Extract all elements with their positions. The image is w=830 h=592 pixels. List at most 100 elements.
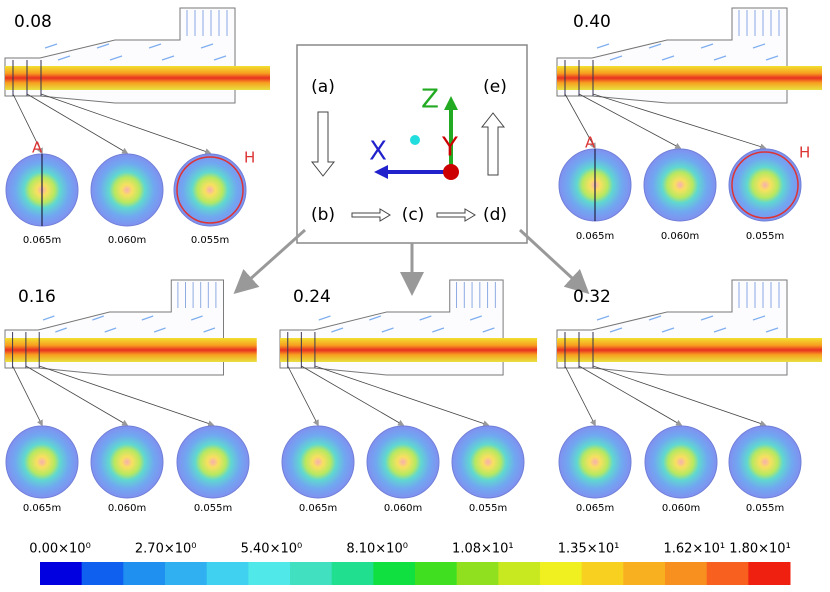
flow-vector	[432, 327, 445, 333]
flow-vector	[381, 327, 394, 333]
jet	[5, 338, 257, 362]
flow-vector	[713, 327, 727, 333]
colorbar-cell	[123, 562, 166, 585]
leader-line	[12, 93, 43, 155]
flow-vector	[318, 315, 331, 321]
panel: 0.16 0.065m 0.060m 0.055m	[4, 279, 257, 514]
step-label: (e)	[483, 77, 507, 97]
jet	[5, 66, 270, 90]
marker-ring	[731, 151, 799, 219]
section-contour	[558, 425, 632, 499]
colorbar-cell	[206, 562, 249, 585]
colorbar-cell	[706, 562, 749, 585]
panel: 0.40 0.065m 0.060m 0.055m A H	[556, 7, 822, 242]
section-label: 0.060m	[662, 503, 700, 514]
colorbar-cell	[290, 562, 333, 585]
flow-vector	[596, 43, 610, 49]
axis-label: X	[369, 137, 387, 167]
colorbar-label: 1.35×10¹	[558, 542, 620, 557]
time-label: 0.32	[573, 287, 611, 307]
flow-vector	[200, 43, 214, 49]
x-arrowhead	[374, 165, 388, 179]
marker-label: A	[585, 134, 596, 152]
colorbar-cell	[623, 562, 666, 585]
leader-line	[578, 365, 683, 426]
flow-vector	[648, 315, 662, 321]
flow-vector	[419, 315, 432, 321]
section-contour	[366, 425, 440, 499]
flow-vector	[203, 327, 216, 333]
flow-vector	[369, 315, 382, 321]
step-label: (b)	[311, 205, 335, 225]
section-label: 0.055m	[191, 235, 229, 246]
jet	[557, 338, 822, 362]
flow-vector	[44, 43, 58, 49]
flow-vector	[148, 43, 162, 49]
flow-vector	[331, 327, 344, 333]
colorbar-cell	[748, 562, 791, 585]
time-label: 0.40	[573, 12, 611, 32]
flow-vector	[469, 315, 482, 321]
origin-dot	[410, 135, 420, 145]
colorbar-label: 1.80×10¹	[729, 542, 791, 557]
colorbar-cell	[540, 562, 583, 585]
step-label: (a)	[311, 77, 335, 97]
up-arrow	[480, 112, 506, 176]
flow-vector	[482, 327, 495, 333]
leader-line	[40, 93, 212, 155]
section-contour	[643, 148, 717, 222]
marker-ring	[176, 156, 244, 224]
axis-label: Y	[441, 133, 458, 163]
axis-label: Z	[421, 85, 439, 115]
section-label: 0.065m	[23, 235, 61, 246]
geometry	[279, 279, 538, 376]
leader-line	[314, 365, 490, 427]
leader-line	[578, 93, 682, 149]
section-label: 0.060m	[108, 235, 146, 246]
colorbar-cell	[665, 562, 708, 585]
flow-vector	[96, 43, 110, 49]
geometry	[4, 7, 270, 104]
leader-line	[592, 93, 767, 150]
colorbar-cell	[498, 562, 541, 585]
section-contour	[90, 425, 164, 499]
flow-vector	[752, 315, 766, 321]
marker-label: A	[32, 139, 43, 157]
leader-line	[592, 365, 767, 427]
arrow	[233, 228, 307, 295]
flow-vector	[596, 315, 610, 321]
section-label: 0.055m	[194, 503, 232, 514]
right-arrow	[351, 208, 391, 222]
flow-vector	[700, 43, 714, 49]
marker-label: H	[799, 144, 810, 162]
leader-line	[26, 93, 129, 154]
colorbar-cell	[373, 562, 416, 585]
leader-line	[12, 365, 43, 427]
section-label: 0.060m	[108, 503, 146, 514]
colorbar-label: 1.62×10¹	[663, 542, 725, 557]
section-contour	[451, 425, 525, 499]
jet	[557, 66, 822, 90]
flow-vector	[213, 55, 227, 61]
section-label: 0.055m	[746, 503, 784, 514]
colorbar-label: 1.08×10¹	[452, 542, 514, 557]
y-axis-dot	[443, 164, 459, 180]
flow-vector	[92, 315, 104, 321]
flow-vector	[161, 55, 175, 61]
flow-vector	[153, 327, 166, 333]
flow-vector	[661, 327, 675, 333]
flow-vector	[42, 315, 55, 321]
time-label: 0.08	[14, 12, 52, 32]
flow-vector	[648, 43, 662, 49]
leader-line	[25, 365, 129, 426]
step-label: (c)	[402, 205, 425, 225]
section-contour	[281, 425, 355, 499]
section-label: 0.060m	[661, 231, 699, 242]
leader-line	[301, 365, 405, 426]
panel: 0.32 0.065m 0.060m 0.055m	[556, 279, 822, 514]
section-contour	[728, 425, 802, 499]
flow-vector	[700, 315, 714, 321]
geometry	[556, 279, 822, 376]
section-label: 0.065m	[23, 503, 61, 514]
